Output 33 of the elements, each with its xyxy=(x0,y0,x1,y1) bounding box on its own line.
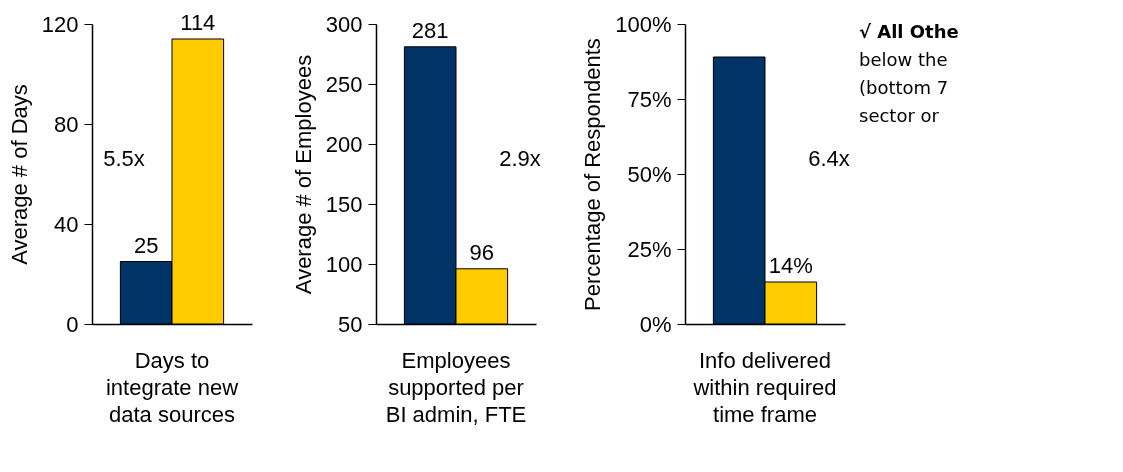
y-tick-label: 200 xyxy=(325,131,363,157)
text: √ All Othe xyxy=(859,21,959,42)
data-label: 114 xyxy=(180,10,216,35)
x-tick-label: Info delivered within required time frame xyxy=(692,347,837,427)
y-tick-label: 50% xyxy=(627,161,672,187)
y-tick-label: 25% xyxy=(627,236,672,262)
annotation: 6.4x xyxy=(808,146,850,171)
y-tick-label: 50 xyxy=(338,311,363,337)
y-tick-label: 100% xyxy=(615,11,672,37)
y-tick-label: 120 xyxy=(41,11,79,37)
data-label: 96 xyxy=(469,239,495,265)
annotation: 2.9x xyxy=(499,146,541,171)
x-tick-label: Employees supported per BI admin, FTE xyxy=(385,347,527,427)
x-tick-label: Days to integrate new data sources xyxy=(105,347,239,427)
data-label: 14% xyxy=(768,253,813,278)
text: below the xyxy=(859,49,948,70)
data-label: 281 xyxy=(411,17,449,43)
y-tick-label: 80 xyxy=(54,111,79,137)
y-tick-label: 100 xyxy=(325,251,363,277)
text: sector or xyxy=(859,105,940,126)
y-tick-label: 300 xyxy=(325,11,363,37)
data-label: 25 xyxy=(133,232,159,258)
y-tick-label: 0 xyxy=(66,311,79,337)
y-axis-title: Average # of Employees xyxy=(290,54,316,295)
y-tick-label: 75% xyxy=(627,86,672,112)
y-tick-label: 150 xyxy=(325,191,363,217)
y-axis-title: Percentage of Respondents xyxy=(580,38,606,311)
annotation: 5.5x xyxy=(103,146,145,171)
y-axis-title: Average # of Days xyxy=(6,84,32,265)
text: (bottom 7 xyxy=(859,77,949,98)
y-tick-label: 250 xyxy=(325,71,363,97)
y-tick-label: 0% xyxy=(639,311,672,337)
y-tick-label: 40 xyxy=(54,211,79,237)
